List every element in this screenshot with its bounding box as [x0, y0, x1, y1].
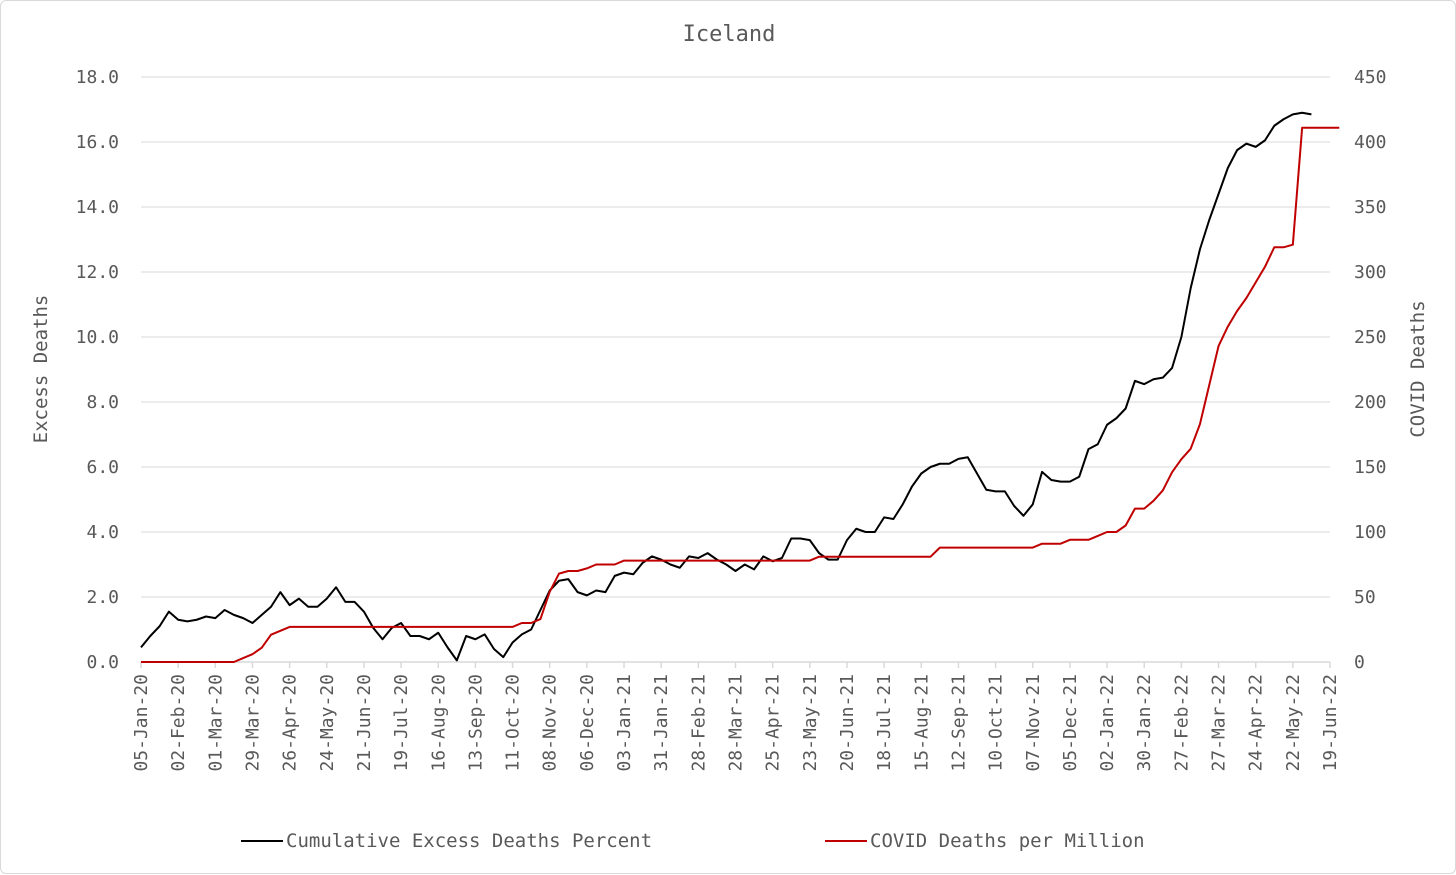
y-left-tick-label: 14.0	[76, 197, 119, 218]
y-left-tick-label: 18.0	[76, 67, 119, 88]
x-tick-label: 30-Jan-22	[1134, 674, 1155, 772]
x-tick-label: 16-Aug-20	[428, 674, 449, 772]
y-right-tick-label: 50	[1354, 587, 1376, 608]
x-tick-label: 25-Apr-21	[763, 674, 784, 772]
x-tick-label: 02-Jan-22	[1097, 674, 1118, 772]
x-tick-label: 05-Dec-21	[1060, 674, 1081, 772]
x-tick-label: 20-Jun-21	[837, 674, 858, 772]
x-tick-label: 24-Apr-22	[1246, 674, 1267, 772]
x-tick-label: 07-Nov-21	[1023, 674, 1044, 772]
x-tick-label: 27-Feb-22	[1171, 674, 1192, 772]
x-tick-label: 01-Mar-20	[205, 674, 226, 772]
x-tick-label: 18-Jul-21	[874, 674, 895, 772]
x-tick-label: 08-Nov-20	[540, 674, 561, 772]
axes: 0.0 2.0 4.0 6.0 8.0 10.0 12.0 14.0 16.0 18.0 0 50 10…	[76, 67, 1387, 772]
y-left-tick-label: 10.0	[76, 327, 119, 348]
x-tick-label: 13-Sep-20	[465, 674, 486, 772]
y-axis-right-title: COVID Deaths	[1407, 300, 1429, 437]
y-right-tick-label: 150	[1354, 457, 1387, 478]
x-tick-label: 06-Dec-20	[577, 674, 598, 772]
y-right-tick-label: 450	[1354, 67, 1387, 88]
x-tick-label: 15-Aug-21	[911, 674, 932, 772]
y-right-tick-label: 200	[1354, 392, 1387, 413]
legend-label-excess: Cumulative Excess Deaths Percent	[286, 830, 652, 852]
series-line-excess-deaths	[140, 111, 1312, 662]
gridlines	[141, 76, 1330, 598]
x-tick-label: 26-Apr-20	[280, 674, 301, 772]
chart-title: Iceland	[683, 22, 776, 47]
x-tick-label: 19-Jul-20	[391, 674, 412, 772]
x-tick-label: 05-Jan-20	[131, 674, 152, 772]
x-tick-label: 10-Oct-21	[986, 674, 1007, 772]
x-tick-label: 11-Oct-20	[503, 674, 524, 772]
y-left-tick-label: 8.0	[86, 392, 119, 413]
y-left-tick-label: 12.0	[76, 262, 119, 283]
x-tick-label: 27-Mar-22	[1209, 674, 1230, 772]
y-right-tick-label: 100	[1354, 522, 1387, 543]
x-tick-label: 12-Sep-21	[948, 674, 969, 772]
series-line-covid-deaths	[141, 126, 1340, 663]
x-tick-label: 31-Jan-21	[651, 674, 672, 772]
x-tick-label: 24-May-20	[317, 674, 338, 772]
x-tick-label: 22-May-22	[1283, 674, 1304, 772]
y-left-tick-label: 2.0	[86, 587, 119, 608]
x-tick-label: 23-May-21	[800, 674, 821, 772]
y-left-tick-label: 16.0	[76, 132, 119, 153]
y-right-tick-label: 350	[1354, 197, 1387, 218]
x-tick-label: 28-Mar-21	[726, 674, 747, 772]
x-tick-label: 29-Mar-20	[242, 674, 263, 772]
legend-label-covid: COVID Deaths per Million	[870, 830, 1145, 852]
y-right-tick-label: 250	[1354, 327, 1387, 348]
y-axis-left-title: Excess Deaths	[30, 295, 52, 444]
x-tick-label: 03-Jan-21	[614, 674, 635, 772]
y-left-tick-label: 0.0	[86, 652, 119, 673]
x-tick-label: 02-Feb-20	[168, 674, 189, 772]
x-tick-label: 28-Feb-21	[688, 674, 709, 772]
legend: Cumulative Excess Deaths Percent COVID D…	[241, 830, 1145, 852]
series-lines	[140, 111, 1340, 663]
y-left-tick-label: 6.0	[86, 457, 119, 478]
y-right-tick-label: 0	[1354, 652, 1365, 673]
x-tick-label: 19-Jun-22	[1320, 674, 1341, 772]
y-left-tick-label: 4.0	[86, 522, 119, 543]
y-right-tick-label: 400	[1354, 132, 1387, 153]
y-right-tick-label: 300	[1354, 262, 1387, 283]
x-tick-label: 21-Jun-20	[354, 674, 375, 772]
